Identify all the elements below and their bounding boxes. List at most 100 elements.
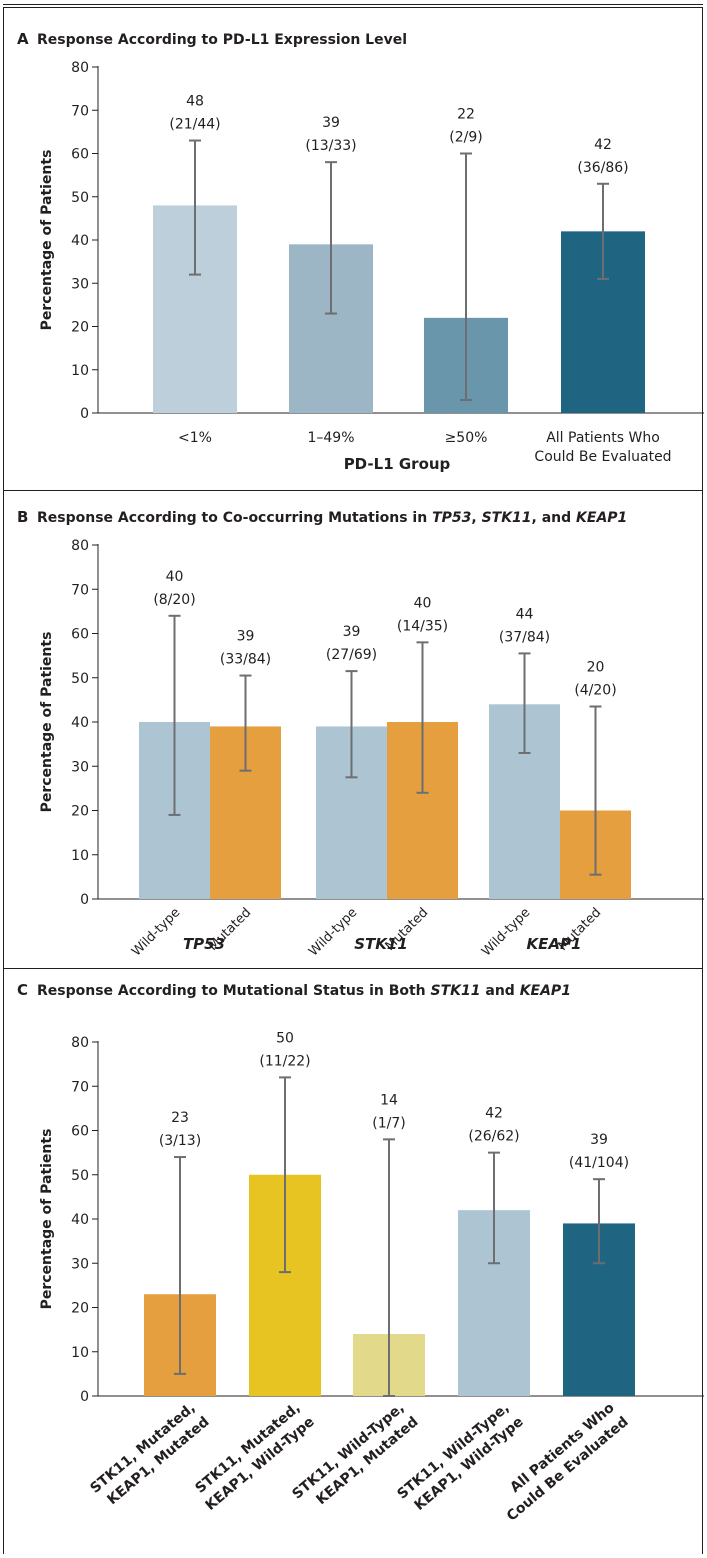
- chart-a-y-tick-label-30: 30: [71, 276, 89, 292]
- chart-a-count-label-1: (13/33): [305, 138, 356, 154]
- chart-c-y-tick-label-80: 80: [71, 1035, 89, 1051]
- chart-a-x-tick-label-3-1: Could Be Evaluated: [534, 449, 671, 465]
- chart-c-title-letter: C: [17, 981, 28, 999]
- chart-b-g0-value-label-0: 40: [166, 569, 184, 585]
- chart-a-y-tick-label-10: 10: [71, 363, 89, 379]
- chart-c-title-part-1: STK11: [431, 983, 481, 999]
- chart-b-g2-count-label-0: (37/84): [499, 629, 550, 645]
- chart-c-y-tick-label-20: 20: [71, 1301, 89, 1317]
- chart-b-y-tick-label-70: 70: [71, 582, 89, 598]
- chart-b-title-part-1: TP53: [432, 510, 471, 526]
- chart-c-value-label-4: 39: [590, 1132, 608, 1148]
- chart-b-g0-value-label-1: 39: [237, 629, 255, 645]
- chart-c-title-part-3: KEAP1: [520, 983, 571, 999]
- chart-a-value-label-0: 48: [186, 94, 204, 110]
- chart-a-title: Response According to PD-L1 Expression L…: [37, 32, 407, 48]
- chart-b-x-tick-label-0-0: Wild-type: [129, 905, 183, 959]
- chart-a-svg: A Response According to PD-L1 Expression …: [17, 30, 704, 473]
- chart-b-svg: B Response According to Co-occurring Muta…: [17, 508, 704, 960]
- chart-c-y-tick-label-50: 50: [71, 1168, 89, 1184]
- chart-a-count-label-3: (36/86): [577, 160, 628, 176]
- divider-a-b: [3, 490, 703, 491]
- chart-b-g0-count-label-0: (8/20): [153, 592, 195, 608]
- chart-b-g1-value-label-1: 40: [414, 595, 432, 611]
- chart-c-y-tick-label-70: 70: [71, 1079, 89, 1095]
- chart-a-value-label-3: 42: [594, 137, 612, 153]
- chart-a-x-tick-label-3-0: All Patients Who: [546, 430, 660, 446]
- chart-b-title-letter: B: [17, 508, 28, 526]
- chart-a-y-tick-label-70: 70: [71, 103, 89, 119]
- panel-c: C Response According to Mutational Status…: [3, 969, 704, 1554]
- chart-b-group-label-2: KEAP1: [527, 935, 582, 953]
- chart-c-x-tick-label-4-1: Could Be Evaluated: [504, 1414, 632, 1525]
- chart-b-group-label-1: STK11: [354, 935, 408, 953]
- chart-c-value-label-3: 42: [485, 1106, 503, 1122]
- chart-b-g0-count-label-1: (33/84): [220, 652, 271, 668]
- chart-c-value-label-1: 50: [276, 1030, 294, 1046]
- chart-b-y-axis-title: Percentage of Patients: [39, 632, 55, 813]
- chart-c-count-label-3: (26/62): [468, 1129, 519, 1145]
- chart-c-y-tick-label-40: 40: [71, 1212, 89, 1228]
- chart-b-title-part-5: KEAP1: [576, 510, 627, 526]
- top-rule: [3, 4, 703, 8]
- chart-c-title-part-0: Response According to Mutational Status …: [37, 983, 431, 999]
- chart-a-title-letter: A: [17, 30, 29, 48]
- chart-c-count-label-2: (1/7): [372, 1115, 405, 1131]
- chart-c-y-tick-label-0: 0: [80, 1389, 89, 1405]
- chart-b-title: Response According to Co-occurring Mutat…: [37, 510, 627, 526]
- chart-a-count-label-0: (21/44): [169, 117, 220, 133]
- chart-a-x-tick-label-0-0: <1%: [178, 430, 212, 446]
- chart-a-count-label-2: (2/9): [449, 130, 482, 146]
- chart-a-x-axis-title: PD-L1 Group: [344, 455, 451, 473]
- chart-a-value-label-2: 22: [457, 107, 475, 123]
- chart-b-y-tick-label-30: 30: [71, 759, 89, 775]
- panel-a: A Response According to PD-L1 Expression …: [3, 8, 704, 490]
- chart-b-g1-count-label-0: (27/69): [326, 647, 377, 663]
- chart-b-x-tick-label-1-0: Wild-type: [306, 905, 360, 959]
- chart-c-y-tick-label-30: 30: [71, 1256, 89, 1272]
- chart-a-y-tick-label-0: 0: [80, 406, 89, 422]
- chart-c-count-label-4: (41/104): [569, 1155, 629, 1171]
- chart-c-value-label-0: 23: [171, 1110, 189, 1126]
- chart-a-value-label-1: 39: [322, 115, 340, 131]
- chart-b-title-part-4: , and: [532, 510, 577, 526]
- chart-b-x-tick-label-2-0: Wild-type: [479, 905, 533, 959]
- chart-b-y-tick-label-0: 0: [80, 892, 89, 908]
- chart-c-y-axis-title: Percentage of Patients: [39, 1129, 55, 1310]
- chart-b-y-tick-label-20: 20: [71, 804, 89, 820]
- chart-c-title-part-2: and: [481, 983, 520, 999]
- chart-b-g2-value-label-1: 20: [587, 660, 605, 676]
- figure: A Response According to PD-L1 Expression …: [3, 4, 704, 1554]
- panel-b: B Response According to Co-occurring Muta…: [3, 491, 704, 968]
- chart-b-y-tick-label-80: 80: [71, 538, 89, 554]
- chart-a-y-tick-label-20: 20: [71, 320, 89, 336]
- chart-b-g2-count-label-1: (4/20): [574, 683, 616, 699]
- chart-b-title-part-3: STK11: [482, 510, 532, 526]
- chart-b-y-tick-label-50: 50: [71, 671, 89, 687]
- chart-b-g2-value-label-0: 44: [516, 606, 534, 622]
- chart-b-g1-value-label-0: 39: [343, 624, 361, 640]
- chart-c-count-label-1: (11/22): [259, 1053, 310, 1069]
- divider-b-c: [3, 968, 703, 969]
- chart-b-title-part-0: Response According to Co-occurring Mutat…: [37, 510, 432, 526]
- chart-b-y-tick-label-10: 10: [71, 848, 89, 864]
- chart-c-title: Response According to Mutational Status …: [37, 983, 571, 999]
- chart-c-svg: C Response According to Mutational Status…: [17, 981, 704, 1525]
- chart-b-g1-count-label-1: (14/35): [397, 618, 448, 634]
- chart-b-group-label-0: TP53: [183, 935, 225, 953]
- chart-a-y-tick-label-40: 40: [71, 233, 89, 249]
- chart-c-value-label-2: 14: [380, 1092, 398, 1108]
- chart-a-x-tick-label-2-0: ≥50%: [445, 430, 488, 446]
- chart-a-y-tick-label-60: 60: [71, 147, 89, 163]
- chart-a-y-tick-label-80: 80: [71, 60, 89, 76]
- chart-a-x-tick-label-1-0: 1–49%: [307, 430, 354, 446]
- chart-b-title-part-2: ,: [471, 510, 481, 526]
- chart-c-count-label-0: (3/13): [159, 1133, 201, 1149]
- chart-a-y-tick-label-50: 50: [71, 190, 89, 206]
- chart-c-y-tick-label-60: 60: [71, 1124, 89, 1140]
- chart-b-y-tick-label-40: 40: [71, 715, 89, 731]
- chart-a-y-axis-title: Percentage of Patients: [39, 150, 55, 331]
- chart-c-y-tick-label-10: 10: [71, 1345, 89, 1361]
- chart-a-title-part-0: Response According to PD-L1 Expression L…: [37, 32, 407, 48]
- chart-b-y-tick-label-60: 60: [71, 627, 89, 643]
